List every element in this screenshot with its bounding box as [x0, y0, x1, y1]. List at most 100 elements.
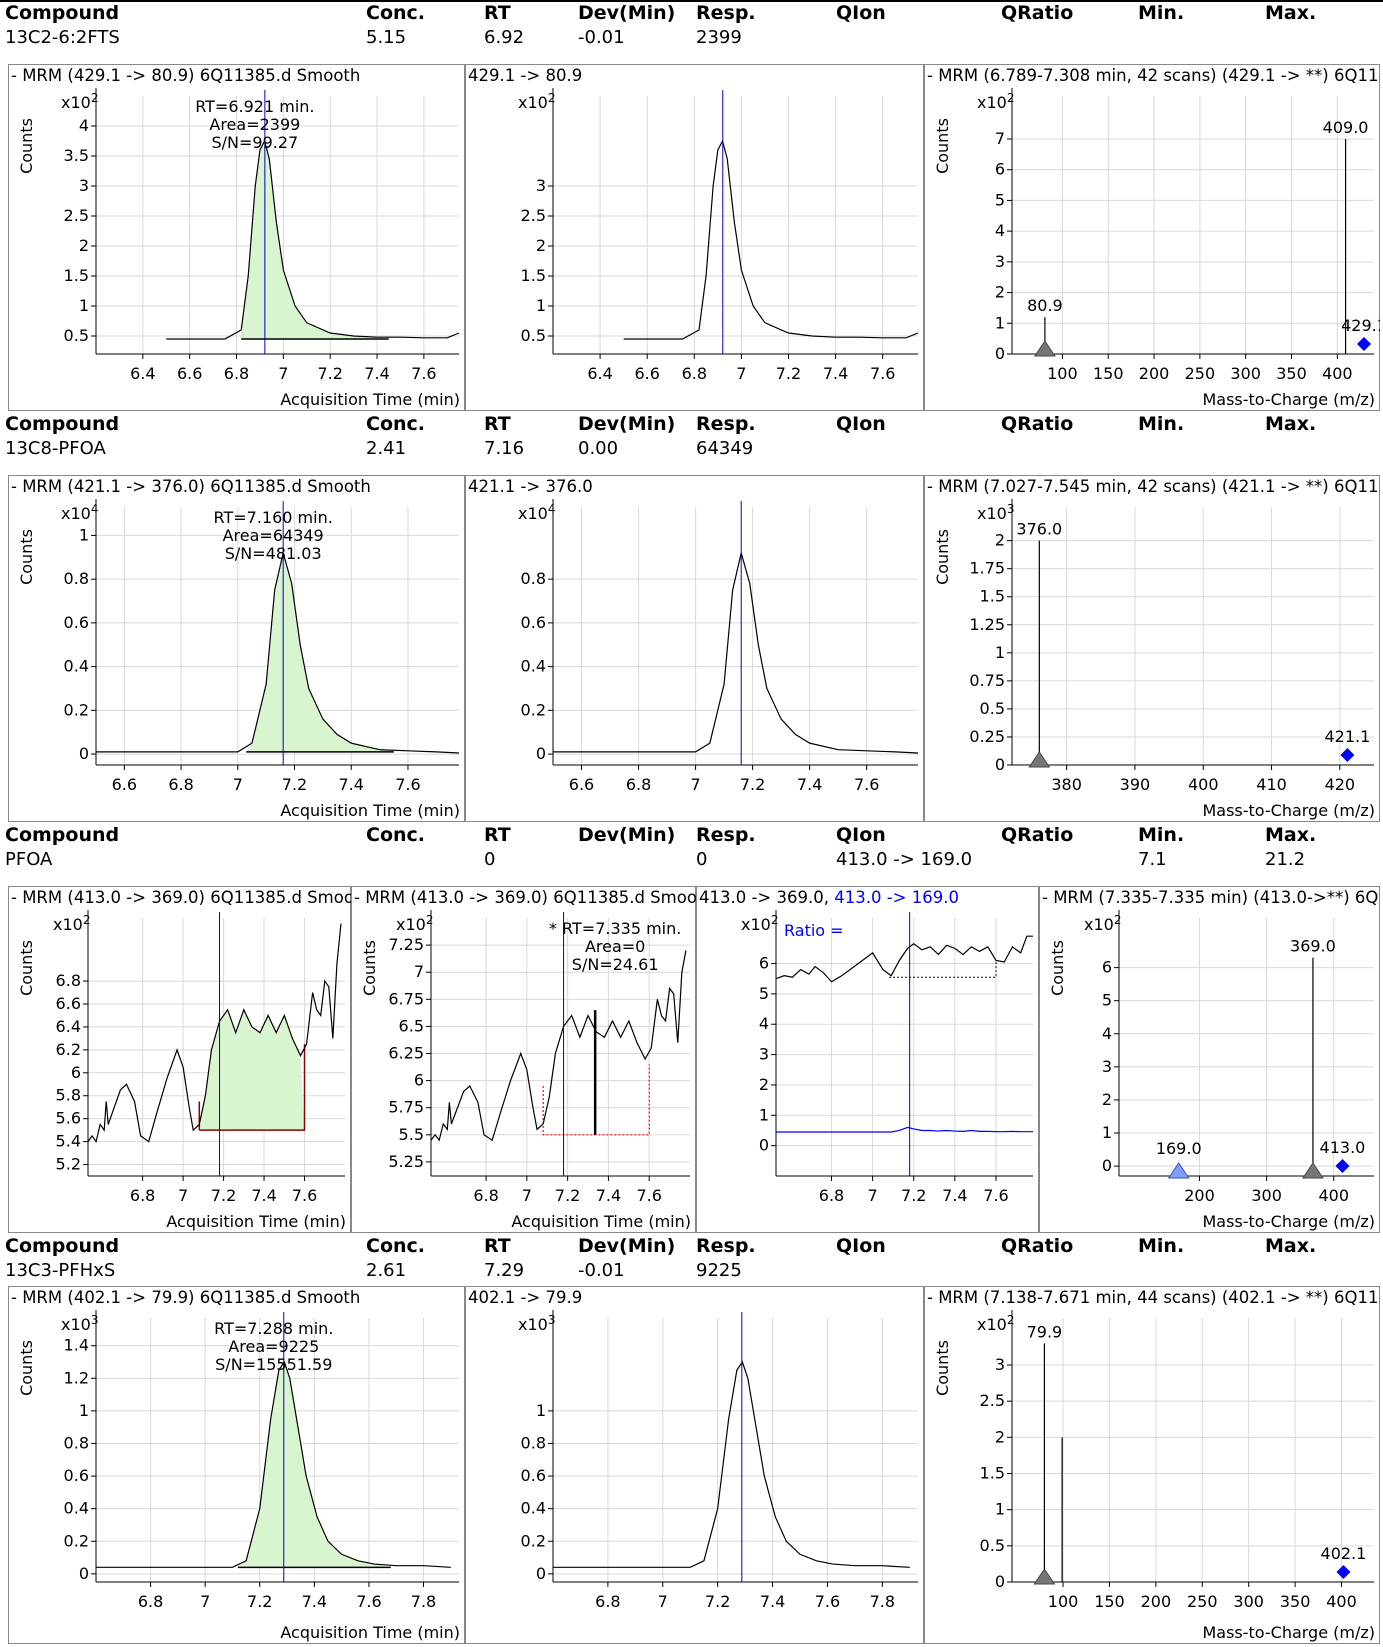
- spectrum-panel: - MRM (7.138-7.671 min, 44 scans) (402.1…: [924, 1286, 1380, 1644]
- y-tick-label: 6.75: [388, 989, 424, 1008]
- x-tick-label: 7.4: [760, 1592, 785, 1611]
- peak-annotation: Area=2399: [209, 115, 300, 134]
- x-tick-label: 7.6: [815, 1592, 840, 1611]
- y-tick-label: 2: [1102, 1090, 1112, 1109]
- axis-multiplier: x102: [977, 1313, 1014, 1334]
- compound-header-row: Compound 13C8-PFOA Conc. 2.41 RT 7.16 Dev(Min)…: [0, 411, 1383, 459]
- peak-label: 79.9: [1027, 1322, 1063, 1341]
- x-tick-label: 6.8: [626, 775, 651, 794]
- peak-annotation: Area=0: [585, 937, 645, 956]
- y-tick-label: 0: [536, 1564, 546, 1583]
- y-tick-label: 0: [995, 755, 1005, 774]
- compound-value-rt: 6.92: [484, 27, 525, 48]
- x-tick-label: 390: [1120, 775, 1151, 794]
- compound-header-row: Compound 13C2-6:2FTS Conc. 5.15 RT 6.92 Dev(Mi…: [0, 0, 1383, 48]
- y-tick-label: 3: [1102, 1057, 1112, 1076]
- y-axis-label: Counts: [1048, 940, 1067, 996]
- compound-value-dev: -0.01: [578, 27, 625, 48]
- chart-title: - MRM (413.0 -> 369.0) 6Q11385.d Smooth: [11, 888, 351, 907]
- header-label-qion: QIon: [836, 413, 886, 435]
- y-tick-label: 5: [995, 190, 1005, 209]
- compound-value-min: 7.1: [1138, 849, 1167, 870]
- x-tick-label: 6.4: [587, 364, 612, 383]
- y-axis-label: Counts: [17, 529, 36, 585]
- y-tick-label: 6.2: [56, 1040, 81, 1059]
- y-tick-label: 6: [414, 1071, 424, 1090]
- chromatogram-quant-panel: - MRM (429.1 -> 80.9) 6Q11385.d Smooth 0.…: [8, 64, 465, 411]
- y-tick-label: 0.5: [980, 1536, 1005, 1555]
- y-tick-label: 0.4: [64, 1499, 89, 1518]
- y-tick-label: 6.5: [399, 1016, 424, 1035]
- axis-multiplier: x102: [518, 91, 555, 112]
- y-tick-label: 1.75: [969, 559, 1005, 578]
- y-tick-label: 2: [995, 283, 1005, 302]
- x-tick-label: 7.2: [282, 775, 307, 794]
- y-tick-label: 0: [995, 344, 1005, 363]
- x-tick-label: 7.8: [411, 1592, 436, 1611]
- product-ion-triangle: [1028, 751, 1051, 768]
- y-tick-label: 6.25: [388, 1044, 424, 1063]
- header-label-compound: Compound: [5, 824, 120, 846]
- y-tick-label: 0: [995, 1572, 1005, 1591]
- header-label-qratio: QRatio: [1001, 2, 1074, 24]
- y-tick-label: 5.25: [388, 1152, 424, 1171]
- qualifier-ion-label: 169.0: [1156, 1139, 1202, 1158]
- peak-label: 369.0: [1290, 937, 1336, 956]
- y-tick-label: 6: [1102, 958, 1112, 977]
- x-tick-label: 7.6: [292, 1186, 317, 1205]
- chart-title: 421.1 -> 376.0: [468, 477, 593, 496]
- header-label-qratio: QRatio: [1001, 1235, 1074, 1257]
- y-tick-label: 1.2: [64, 1368, 89, 1387]
- x-tick-label: 7: [522, 1186, 532, 1205]
- header-label-min: Min.: [1138, 824, 1185, 846]
- x-tick-label: 7.2: [705, 1592, 730, 1611]
- y-axis-label: Counts: [17, 1340, 36, 1396]
- header-label-dev: Dev(Min): [578, 1235, 676, 1257]
- compound-header-row: Compound 13C3-PFHxS Conc. 2.61 RT 7.29 Dev(Min…: [0, 1233, 1383, 1281]
- y-tick-label: 0.5: [521, 326, 546, 345]
- y-tick-label: 2: [536, 236, 546, 255]
- chart-title: - MRM (402.1 -> 79.9) 6Q11385.d Smooth: [11, 1288, 360, 1307]
- y-tick-label: 1: [995, 1500, 1005, 1519]
- x-tick-label: 7.4: [364, 364, 389, 383]
- header-label-qion: QIon: [836, 1235, 886, 1257]
- header-label-rt: RT: [484, 824, 511, 846]
- y-tick-label: 0.4: [521, 1499, 546, 1518]
- x-tick-label: 400: [1188, 775, 1219, 794]
- y-tick-label: 5.4: [56, 1132, 81, 1151]
- qualifier-ion-triangle: [1167, 1162, 1190, 1179]
- chart-title: - MRM (7.027-7.545 min, 42 scans) (421.1…: [927, 477, 1380, 496]
- y-tick-label: 1: [759, 1105, 769, 1124]
- compound-value-rt: 7.16: [484, 438, 525, 459]
- y-tick-label: 1: [79, 525, 89, 544]
- spectrum-panel: - MRM (7.335-7.335 min) (413.0->**) 6Q11…: [1039, 886, 1380, 1233]
- x-tick-label: 6.8: [138, 1592, 163, 1611]
- y-tick-label: 2.5: [521, 206, 546, 225]
- grid: [431, 918, 690, 1176]
- axis-multiplier: x102: [977, 91, 1014, 112]
- peak-annotation: RT=6.921 min.: [195, 97, 314, 116]
- header-label-qratio: QRatio: [1001, 824, 1074, 846]
- product-ion-triangle: [1033, 340, 1056, 357]
- header-label-resp: Resp.: [696, 824, 756, 846]
- x-tick-label: 6.8: [819, 1186, 844, 1205]
- x-tick-label: 410: [1256, 775, 1287, 794]
- panel-border: [465, 64, 924, 411]
- chromatogram-quant-panel: - MRM (413.0 -> 369.0) 6Q11385.d Smooth 5…: [8, 886, 351, 1233]
- x-tick-label: 6.8: [682, 364, 707, 383]
- y-tick-label: 1: [79, 296, 89, 315]
- precursor-diamond: [1340, 748, 1355, 762]
- compound-value-compound: 13C2-6:2FTS: [5, 27, 120, 48]
- y-tick-label: 6: [995, 160, 1005, 179]
- y-tick-label: 1.5: [980, 587, 1005, 606]
- chromatogram-overlay-panel: 429.1 -> 80.9 0.5 1 1.5 2 2.5 3 6.4 6.6 6.8 7 7.2 7.…: [465, 64, 924, 411]
- compound-value-dev: 0.00: [578, 438, 619, 459]
- y-tick-label: 4: [1102, 1024, 1112, 1043]
- y-tick-label: 6.6: [56, 994, 81, 1013]
- x-axis-label: Acquisition Time (min): [280, 1623, 460, 1642]
- ratio-window: [889, 962, 997, 978]
- header-label-min: Min.: [1138, 1235, 1185, 1257]
- x-tick-label: 200: [1184, 1186, 1215, 1205]
- y-tick-label: 2: [759, 1075, 769, 1094]
- y-tick-label: 5.8: [56, 1086, 81, 1105]
